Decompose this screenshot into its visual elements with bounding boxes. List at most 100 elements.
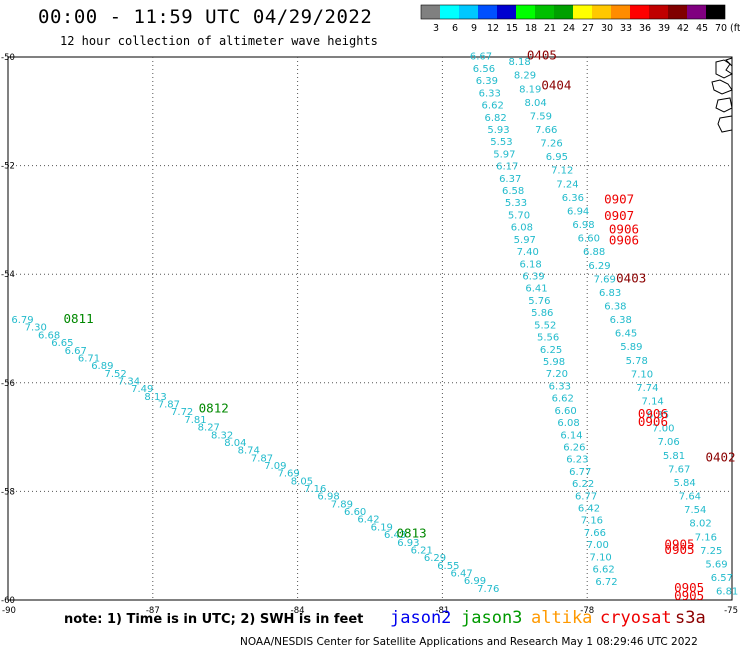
wave-height-label: 5.97 [493, 149, 515, 160]
legend-swatch [459, 5, 478, 19]
wave-height-label: 6.65 [51, 338, 73, 349]
wave-height-label: 7.00 [587, 540, 609, 551]
legend-value-label: 9 [471, 23, 477, 34]
wave-height-label: 8.27 [198, 423, 220, 434]
wave-height-label: 6.98 [317, 492, 339, 503]
legend-value-label: 21 [544, 23, 556, 34]
wave-height-label: 7.87 [158, 400, 180, 411]
wave-height-label: 5.76 [528, 296, 550, 307]
mission-label-altika: altika [531, 608, 593, 628]
wave-height-label: 7.25 [700, 546, 722, 557]
latitude-tick-label: -58 [1, 487, 15, 497]
legend-swatch [649, 5, 668, 19]
wave-height-label: 8.05 [291, 476, 313, 487]
legend-swatch [706, 5, 725, 19]
wave-height-label: 6.99 [464, 576, 486, 587]
wave-height-label: 5.69 [705, 559, 727, 570]
wave-height-label: 6.45 [615, 329, 637, 340]
footer-note: note: 1) Time is in UTC; 2) SWH is in fe… [64, 612, 364, 627]
wave-height-label: 6.98 [572, 220, 594, 231]
mission-label-cryosat: cryosat [600, 608, 672, 628]
wave-height-label: 7.16 [304, 484, 326, 495]
wave-height-label: 7.30 [25, 323, 47, 334]
legend-value-label: 70 [715, 23, 727, 34]
wave-height-label: 5.86 [531, 308, 553, 319]
wave-height-label: 6.43 [384, 530, 406, 541]
mission-label-jason2: jason2 [390, 608, 452, 628]
wave-height-label: 6.08 [511, 223, 533, 234]
legend-swatch [478, 5, 497, 19]
wave-height-label: 6.37 [499, 174, 521, 185]
legend-value-label: 27 [582, 23, 594, 34]
wave-height-label: 6.67 [65, 346, 87, 357]
wave-height-label: 6.60 [344, 507, 366, 518]
legend-swatch [421, 5, 440, 19]
wave-height-label: 6.36 [562, 193, 584, 204]
legend-value-label: 42 [677, 23, 689, 34]
legend-value-label: 12 [487, 23, 499, 34]
wave-height-label: 6.29 [424, 553, 446, 564]
legend-value-label: 39 [658, 23, 670, 34]
track-west: 6.797.306.686.656.676.716.897.527.347.49… [11, 315, 499, 595]
legend-swatch [592, 5, 611, 19]
wave-height-label: 7.54 [684, 505, 706, 516]
wave-height-label: 6.68 [38, 330, 60, 341]
wave-height-label: 5.89 [620, 342, 642, 353]
wave-height-label: 6.95 [546, 152, 568, 163]
legend-swatch [554, 5, 573, 19]
legend-swatch [573, 5, 592, 19]
track-east-outer: 8.18 8.29 8.19 8.04 7.59 7.66 7.26 6.95 7.12 7.24… [508, 57, 738, 597]
wave-height-label: 6.38 [610, 315, 632, 326]
wave-height-label: 7.26 [540, 139, 562, 150]
wave-height-label: 6.23 [566, 455, 588, 466]
wave-height-label: 6.56 [473, 64, 495, 75]
pass-time-label: 0813 [397, 526, 427, 541]
wave-height-label: 7.64 [679, 492, 701, 503]
legend-value-label: 6 [452, 23, 458, 34]
legend-value-label: 30 [601, 23, 613, 34]
legend-value-label: 24 [563, 23, 575, 34]
wave-height-label: 6.18 [519, 259, 541, 270]
longitude-tick-label: -78 [580, 606, 594, 616]
wave-height-label: 6.60 [555, 406, 577, 417]
wave-height-label: 6.25 [540, 345, 562, 356]
wave-height-label: 6.33 [479, 88, 501, 99]
wave-height-label: 6.62 [482, 101, 504, 112]
coastline [711, 57, 733, 133]
wave-height-label: 6.82 [484, 113, 506, 124]
pass-time-label: 0402 [705, 450, 735, 465]
legend-value-label: 33 [620, 23, 632, 34]
wave-height-label: 8.74 [238, 446, 260, 457]
wave-height-label: 6.39 [522, 272, 544, 283]
pass-time-label: 0905 [674, 588, 704, 603]
wave-height-label: 5.70 [508, 210, 530, 221]
wave-height-label: 6.94 [567, 206, 589, 217]
wave-height-label: 5.78 [626, 356, 648, 367]
wave-height-label: 6.93 [397, 538, 419, 549]
wave-height-label: 8.18 [508, 57, 530, 68]
pass-time-label: 0905 [664, 542, 694, 557]
legend-swatch [440, 5, 459, 19]
wave-height-label: 7.59 [530, 111, 552, 122]
wave-height-label: 8.02 [689, 519, 711, 530]
wave-height-label: 7.40 [517, 247, 539, 258]
wave-height-label: 6.62 [552, 394, 574, 405]
longitude-tick-label: -81 [435, 606, 449, 616]
wave-height-label: 6.81 [716, 587, 738, 598]
wave-height-label: 7.81 [184, 415, 206, 426]
wave-height-label: 6.39 [476, 76, 498, 87]
wave-height-label: 7.24 [556, 179, 578, 190]
wave-height-label: 6.42 [578, 504, 600, 515]
pass-time-label: 0906 [638, 414, 668, 429]
wave-height-label: 6.77 [569, 467, 591, 478]
wave-height-label: 6.57 [711, 573, 733, 584]
wave-height-label: 7.87 [251, 453, 273, 464]
wave-height-label: 6.83 [599, 288, 621, 299]
wave-height-label: 5.81 [663, 451, 685, 462]
wave-height-label: 6.33 [549, 381, 571, 392]
wave-height-label: 6.21 [411, 545, 433, 556]
wave-height-label: 8.04 [524, 98, 546, 109]
wave-height-label: 6.08 [557, 418, 579, 429]
legend-swatch [535, 5, 554, 19]
